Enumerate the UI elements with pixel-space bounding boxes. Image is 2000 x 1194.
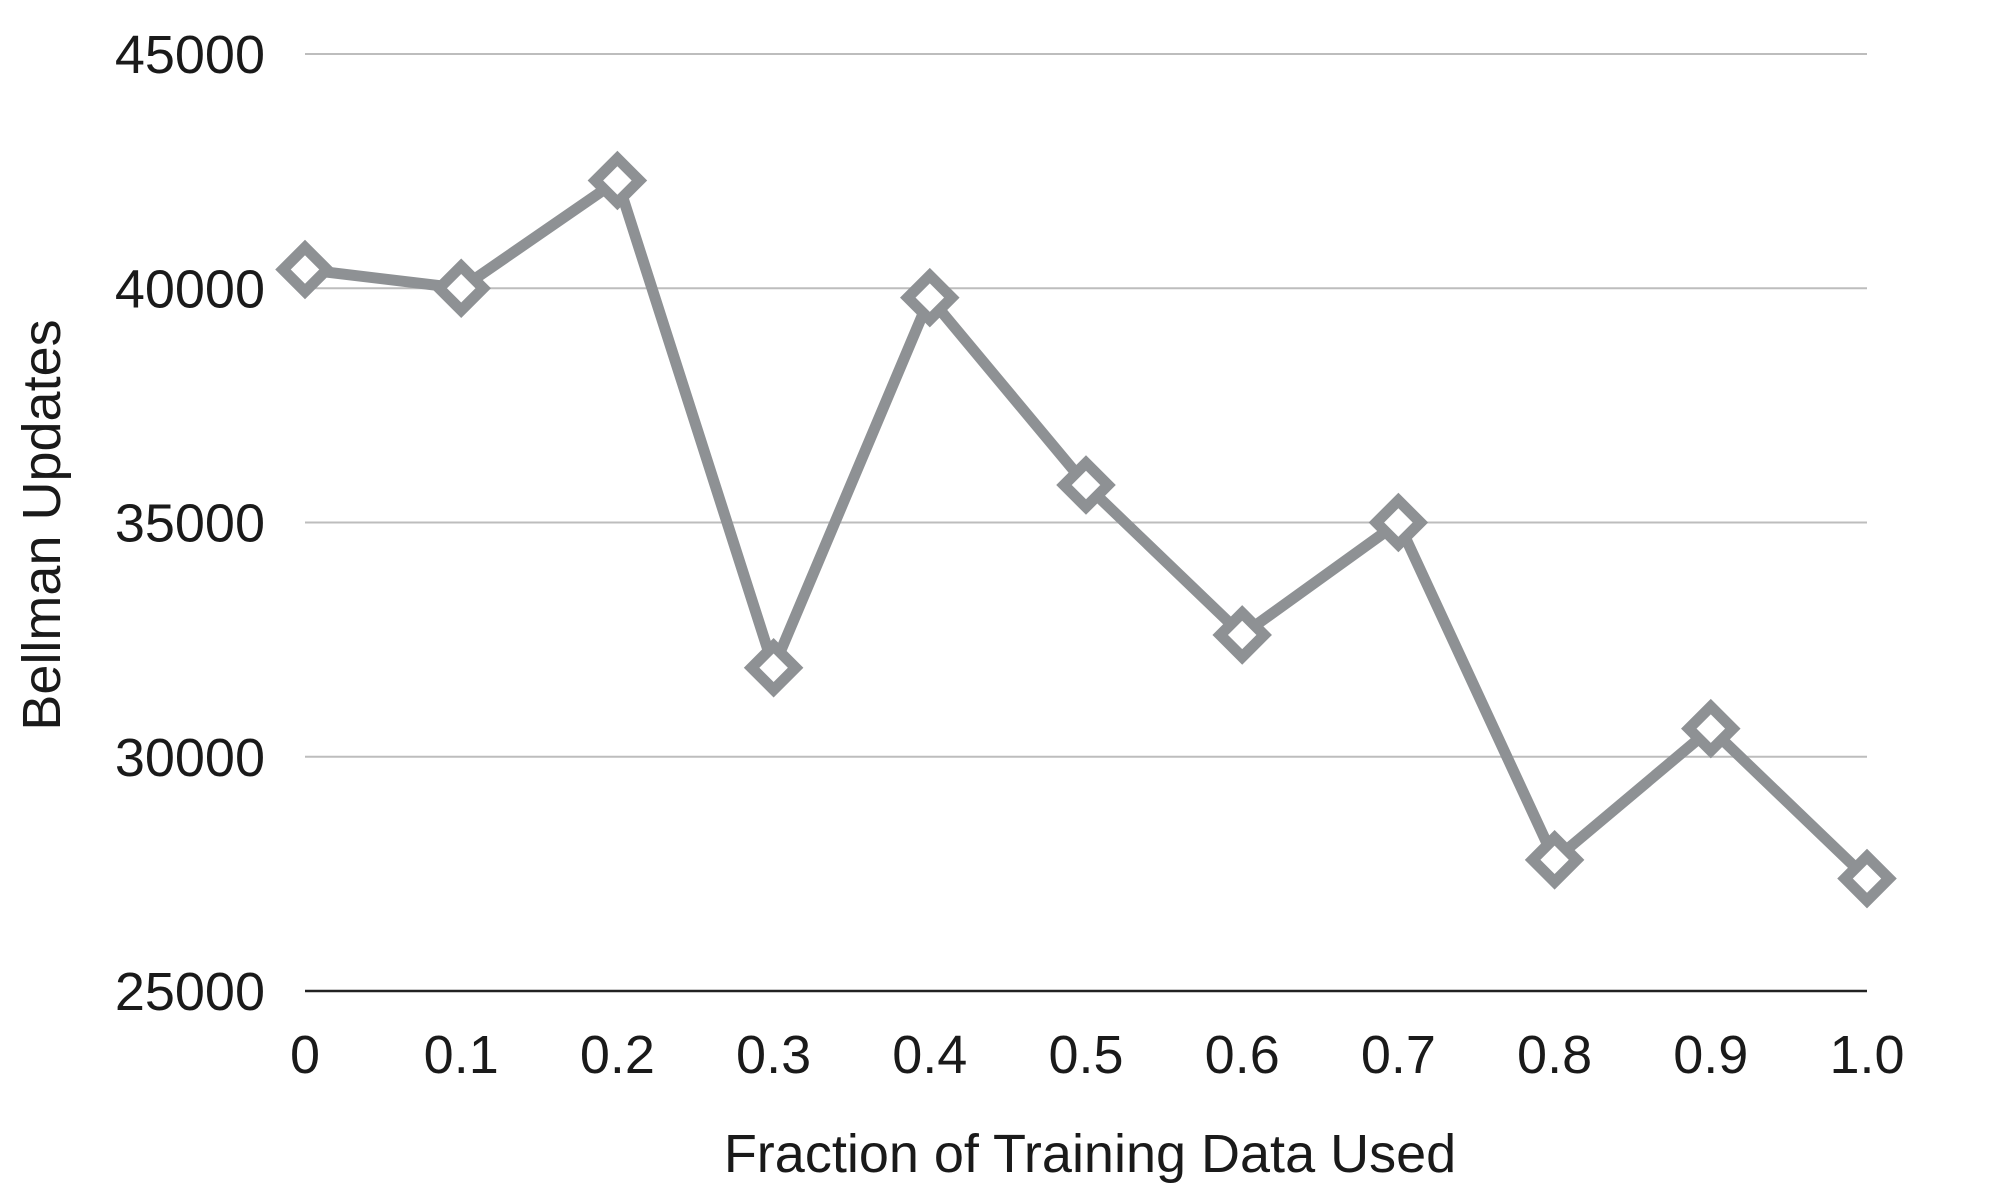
data-point-marker (1681, 698, 1741, 759)
y-tick-label: 40000 (115, 259, 265, 319)
y-tick-label: 35000 (115, 494, 265, 554)
series-line-group (299, 174, 1873, 885)
data-point-marker (900, 267, 960, 328)
data-point-marker (275, 239, 335, 300)
data-point-marker (1837, 848, 1897, 909)
x-tick-label: 0.9 (1673, 1025, 1748, 1085)
y-axis-ticks: 25000 30000 35000 40000 45000 (115, 25, 265, 1022)
data-point-marker (587, 150, 648, 211)
data-point-marker (431, 258, 491, 319)
x-tick-label: 0.8 (1517, 1025, 1592, 1085)
data-point-marker (1368, 492, 1429, 553)
x-tick-label: 0.2 (580, 1025, 655, 1085)
x-tick-label: 0 (290, 1025, 320, 1085)
x-axis-ticks: 0 0.1 0.2 0.3 0.4 0.5 0.6 0.7 0.8 0.9 1.0 (290, 1025, 1905, 1085)
x-tick-label: 0.7 (1361, 1025, 1436, 1085)
y-axis-title: Bellman Updates (12, 319, 72, 730)
y-tick-label: 45000 (115, 25, 265, 85)
gridlines (305, 53, 1867, 758)
x-tick-label: 1.0 (1829, 1025, 1904, 1085)
data-point-marker (1056, 455, 1116, 515)
x-tick-label: 0.5 (1048, 1025, 1123, 1085)
series-markers (275, 150, 1897, 909)
x-tick-label: 0.4 (892, 1025, 967, 1085)
x-tick-label: 0.1 (424, 1025, 499, 1085)
y-tick-label: 25000 (115, 962, 265, 1022)
data-point-marker (743, 637, 804, 698)
x-tick-label: 0.3 (736, 1025, 811, 1085)
series-line (299, 174, 1873, 885)
data-point-marker (1212, 605, 1272, 665)
x-axis-title: Fraction of Training Data Used (724, 1124, 1456, 1184)
x-tick-label: 0.6 (1205, 1025, 1280, 1085)
y-tick-label: 30000 (115, 728, 265, 788)
data-point-marker (1524, 830, 1585, 890)
